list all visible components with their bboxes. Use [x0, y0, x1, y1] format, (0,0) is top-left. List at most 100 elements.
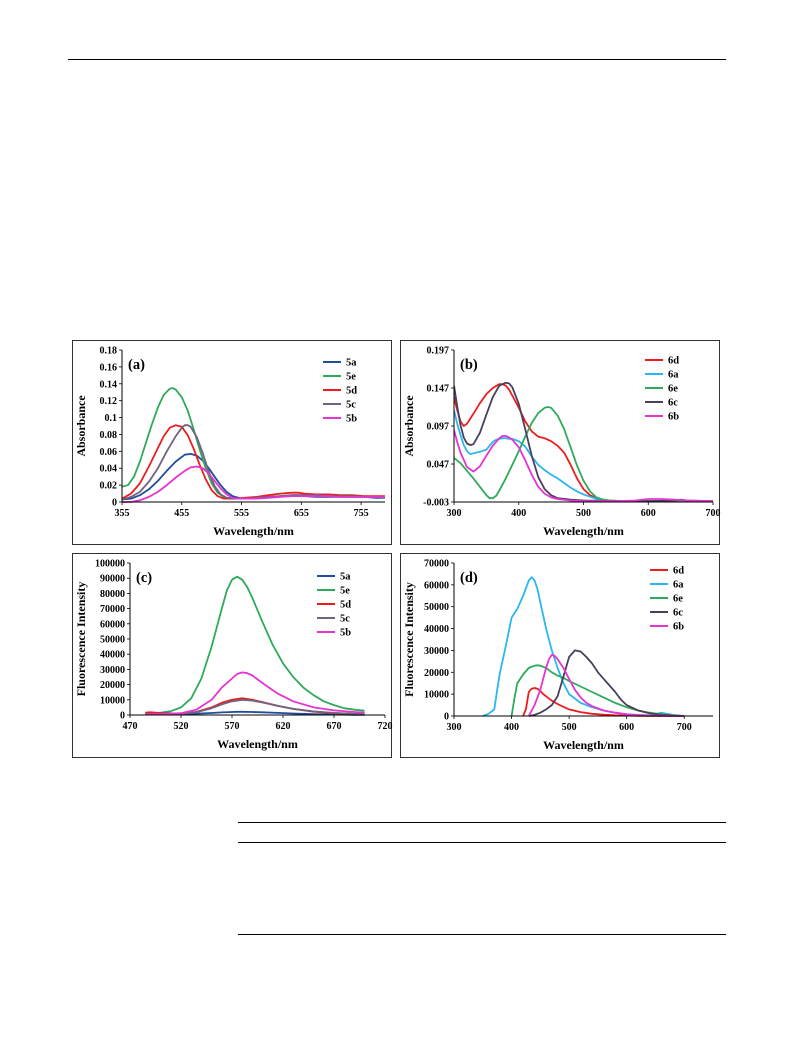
y-tick-label: 0.047: [427, 460, 450, 471]
y-axis-label: Fluorescence Intensity: [402, 582, 416, 697]
x-tick-label: 455: [174, 508, 189, 519]
series-line-6e: [454, 406, 713, 503]
x-tick-label: 555: [234, 508, 249, 519]
y-tick-label: 20000: [424, 668, 449, 679]
y-tick-label: 0.1: [105, 413, 118, 424]
chart-a: 0 0.02 0.04 0.06 0.08 0.1 0.12 0.14 0.16 0.18 355 4…: [72, 340, 392, 545]
series-line-5b: [145, 671, 365, 716]
chart-b-series-group: [454, 381, 713, 503]
x-tick-label: 500: [562, 722, 577, 733]
legend-label-5b: 5b: [346, 414, 357, 425]
x-tick-label: 700: [706, 508, 721, 519]
x-tick-label: 655: [294, 508, 309, 519]
y-tick-label: 60000: [100, 619, 125, 630]
y-tick-label: -0.003: [423, 498, 449, 509]
y-tick-label: 0.04: [100, 464, 118, 475]
chart-d: 0 10000 20000 30000 40000 50000 60000 70000 300 4…: [400, 553, 720, 758]
chart-c-frame: [72, 553, 392, 758]
y-axis-label: Absorbance: [74, 395, 88, 457]
y-tick-label: 0.16: [100, 362, 118, 373]
x-tick-label: 355: [115, 508, 130, 519]
y-tick-label: 30000: [100, 665, 125, 676]
legend-label-6e: 6e: [673, 594, 683, 605]
legend-label-5e: 5e: [340, 586, 350, 597]
x-axis-label: Wavelength/nm: [213, 524, 294, 538]
x-tick-label: 470: [123, 721, 138, 732]
panel-label: (a): [128, 357, 145, 373]
y-tick-label: 100000: [95, 559, 125, 570]
table-header-rule: [238, 842, 726, 843]
y-tick-label: 0.097: [427, 422, 450, 433]
y-tick-label: 30000: [424, 646, 449, 657]
chart-a-frame: [72, 340, 392, 545]
x-axis-label: Wavelength/nm: [543, 524, 624, 538]
y-tick-label: 50000: [100, 635, 125, 646]
legend-label-5d: 5d: [346, 386, 357, 397]
chart-b: -0.003 0.047 0.097 0.147 0.197 300 400 500 600 70…: [400, 340, 721, 545]
y-tick-label: 0: [120, 711, 125, 722]
x-tick-label: 600: [641, 508, 656, 519]
chart-panel-a: 0 0.02 0.04 0.06 0.08 0.1 0.12 0.14 0.16 0.18 355 4…: [72, 340, 392, 545]
chart-c: 0 10000 20000 30000 40000 50000 60000 70000 8000…: [72, 553, 393, 758]
y-tick-label: 0: [112, 498, 117, 509]
legend-label-5c: 5c: [346, 400, 356, 411]
series-line-5a: [145, 710, 365, 716]
table-top-rule: [238, 822, 726, 823]
y-tick-label: 10000: [424, 690, 449, 701]
legend-label-5a: 5a: [346, 358, 357, 369]
x-tick-label: 700: [677, 722, 692, 733]
y-tick-label: 0.197: [427, 346, 450, 357]
y-tick-label: 0.06: [100, 447, 118, 458]
legend-label-6a: 6a: [668, 370, 679, 381]
legend-label-5a: 5a: [340, 572, 351, 583]
chart-a-series-group: [122, 387, 385, 503]
legend-label-6e: 6e: [668, 384, 678, 395]
y-tick-label: 40000: [100, 650, 125, 661]
y-tick-label: 0.14: [100, 379, 118, 390]
chart-panel-b: -0.003 0.047 0.097 0.147 0.197 300 400 500 600 70…: [400, 340, 721, 545]
x-tick-label: 620: [276, 721, 291, 732]
y-tick-label: 0.147: [427, 384, 450, 395]
y-tick-label: 0.02: [100, 481, 118, 492]
y-tick-label: 10000: [100, 695, 125, 706]
y-tick-label: 0.08: [100, 430, 118, 441]
series-line-5e: [145, 575, 365, 715]
y-tick-label: 40000: [424, 624, 449, 635]
legend-label-6b: 6b: [668, 412, 679, 423]
x-tick-label: 600: [619, 722, 634, 733]
y-tick-label: 80000: [100, 589, 125, 600]
series-line-6b: [454, 429, 713, 503]
panel-label: (c): [136, 570, 152, 586]
legend-label-6a: 6a: [673, 580, 684, 591]
x-tick-label: 755: [354, 508, 369, 519]
legend-label-6c: 6c: [668, 398, 678, 409]
x-tick-label: 520: [174, 721, 189, 732]
legend-label-5e: 5e: [346, 372, 356, 383]
header-rule: [68, 59, 726, 60]
x-axis-label: Wavelength/nm: [543, 738, 624, 752]
y-tick-label: 70000: [424, 559, 449, 570]
y-tick-label: 90000: [100, 574, 125, 585]
legend-label-6d: 6d: [673, 566, 684, 577]
x-tick-label: 670: [327, 721, 342, 732]
chart-panel-d: 0 10000 20000 30000 40000 50000 60000 70000 300 4…: [400, 553, 720, 758]
legend-label-5d: 5d: [340, 600, 351, 611]
panel-label: (b): [460, 357, 478, 373]
series-line-6b: [528, 653, 685, 717]
y-tick-label: 0: [444, 712, 449, 723]
y-tick-label: 60000: [424, 580, 449, 591]
x-tick-label: 400: [511, 508, 526, 519]
chart-panel-c: 0 10000 20000 30000 40000 50000 60000 70000 8000…: [72, 553, 393, 758]
y-axis-label: Absorbance: [402, 395, 416, 457]
y-axis-label: Fluorescence Intensity: [74, 582, 88, 697]
y-tick-label: 20000: [100, 680, 125, 691]
y-tick-label: 0.18: [100, 346, 118, 357]
x-tick-label: 400: [504, 722, 519, 733]
y-tick-label: 70000: [100, 604, 125, 615]
legend-label-5b: 5b: [340, 628, 351, 639]
series-line-6c: [528, 649, 685, 717]
series-line-5c: [145, 698, 365, 716]
y-tick-label: 50000: [424, 602, 449, 613]
x-tick-label: 300: [447, 508, 462, 519]
panel-label: (d): [460, 570, 478, 586]
